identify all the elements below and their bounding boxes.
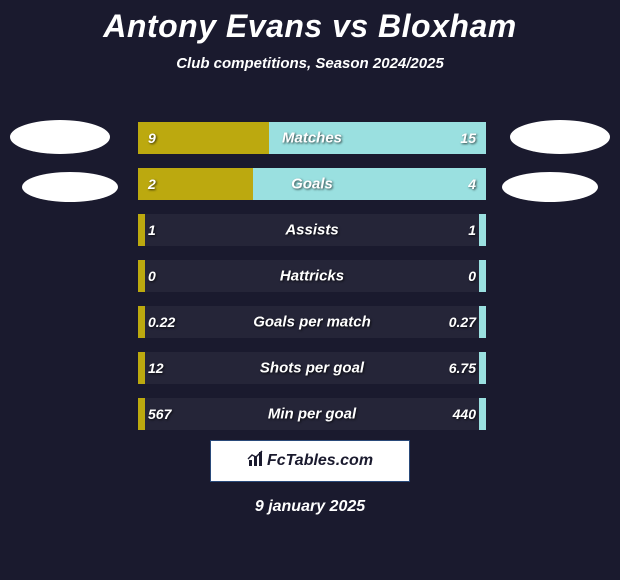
bar-left-fill	[138, 306, 145, 338]
bar-left-value: 0	[148, 268, 156, 284]
bar-row: 9 15 Matches	[138, 122, 486, 154]
player-left-avatar-1	[10, 120, 110, 154]
bar-row: 0.22 0.27 Goals per match	[138, 306, 486, 338]
bar-left-fill	[138, 214, 145, 246]
bar-label: Shots per goal	[260, 360, 364, 377]
subtitle: Club competitions, Season 2024/2025	[0, 55, 620, 72]
bar-label: Assists	[285, 222, 338, 239]
bar-label: Goals	[291, 176, 333, 193]
bar-right-fill	[479, 398, 486, 430]
bar-label: Goals per match	[253, 314, 371, 331]
bar-left-value: 0.22	[148, 314, 175, 330]
bar-right-fill	[253, 168, 486, 200]
bar-row: 567 440 Min per goal	[138, 398, 486, 430]
player-left-avatar-2	[22, 172, 118, 202]
bar-row: 0 0 Hattricks	[138, 260, 486, 292]
bar-right-fill	[479, 352, 486, 384]
bar-right-fill	[479, 214, 486, 246]
bar-row: 12 6.75 Shots per goal	[138, 352, 486, 384]
bar-right-value: 15	[460, 130, 476, 146]
bar-left-fill	[138, 122, 269, 154]
bar-right-value: 0	[468, 268, 476, 284]
bar-left-fill	[138, 260, 145, 292]
logo-box: FcTables.com	[210, 440, 410, 482]
bar-left-value: 2	[148, 176, 156, 192]
chart-icon	[247, 450, 265, 473]
comparison-bars: 9 15 Matches 2 4 Goals 1 1 Assists 0 0 Hattricks 0.2…	[138, 122, 486, 444]
player-right-avatar-2	[502, 172, 598, 202]
bar-left-value: 1	[148, 222, 156, 238]
bar-left-value: 9	[148, 130, 156, 146]
bar-right-fill	[479, 306, 486, 338]
bar-right-fill	[479, 260, 486, 292]
bar-right-value: 4	[468, 176, 476, 192]
bar-left-value: 12	[148, 360, 164, 376]
bar-label: Min per goal	[268, 406, 356, 423]
bar-label: Matches	[282, 130, 342, 147]
bar-right-value: 6.75	[449, 360, 476, 376]
bar-row: 2 4 Goals	[138, 168, 486, 200]
bar-right-value: 1	[468, 222, 476, 238]
bar-left-fill	[138, 352, 145, 384]
player-right-avatar-1	[510, 120, 610, 154]
bar-right-value: 0.27	[449, 314, 476, 330]
bar-label: Hattricks	[280, 268, 344, 285]
bar-right-value: 440	[453, 406, 476, 422]
bar-left-value: 567	[148, 406, 171, 422]
bar-row: 1 1 Assists	[138, 214, 486, 246]
logo-text: FcTables.com	[267, 452, 373, 470]
page-title: Antony Evans vs Bloxham	[0, 0, 620, 45]
date-text: 9 january 2025	[0, 498, 620, 516]
bar-left-fill	[138, 398, 145, 430]
